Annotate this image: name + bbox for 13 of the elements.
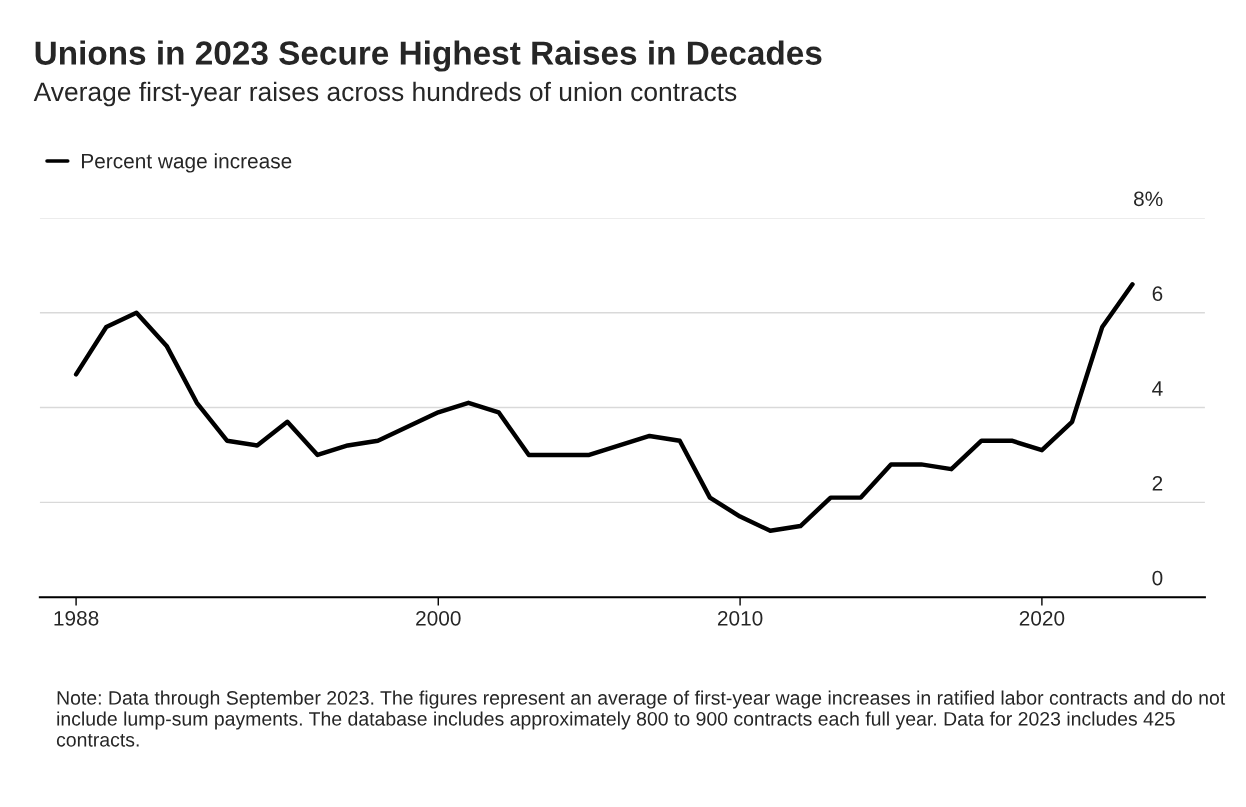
y-tick-label: 6	[1152, 286, 1163, 302]
legend-label: Percent wage increase	[82, 153, 292, 173]
x-tick-label: 2010	[717, 610, 763, 626]
text: Note: Data through September 2023. The figures represent an average of first-year wage increases in ratified labor contracts and do not include lump-sum payments. The database includes approximately 800 to 900 contracts each full year. Data for 2023 includes 425 contracts.	[56, 690, 1226, 747]
y-tick-label: 0	[1152, 570, 1163, 586]
chart-subtitle: Average first-year raises across hundreds of union contracts	[33, 81, 737, 107]
y-tick-label: 2	[1152, 475, 1163, 491]
chart-title: Unions in 2023 Secure Highest Raises in Decades	[35, 40, 822, 72]
x-tick-label: 2020	[1019, 610, 1065, 626]
x-tick-label: 1988	[54, 610, 99, 626]
y-tick-label: 8%	[1134, 191, 1163, 207]
y-tick-label: 4	[1152, 381, 1163, 396]
x-tick-label: 2000	[416, 610, 461, 626]
